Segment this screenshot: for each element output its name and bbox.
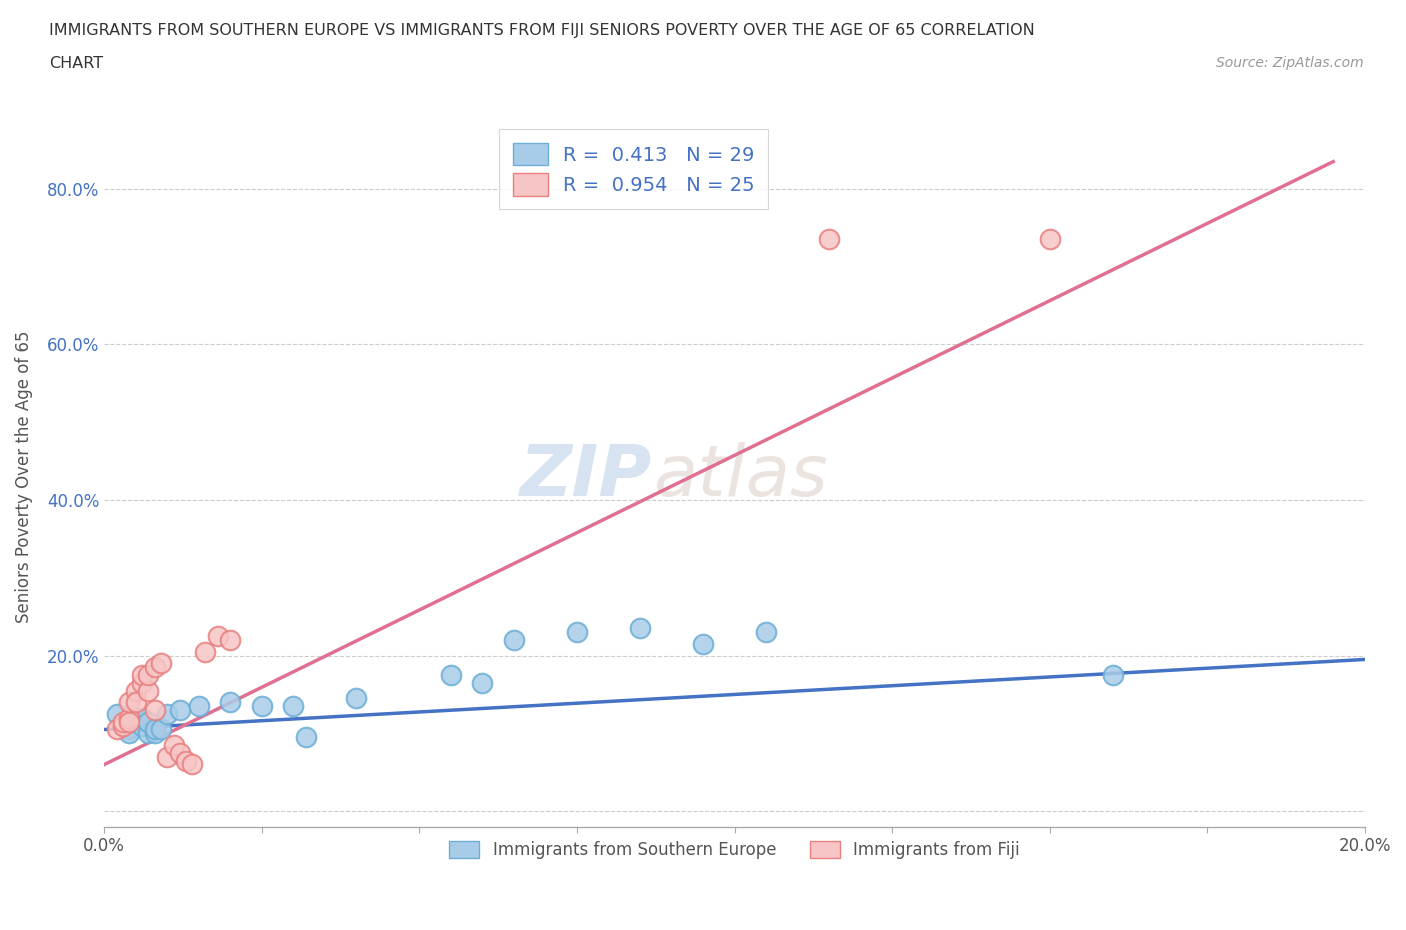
Point (169, 702, 191, 717)
Point (440, 668, 463, 683)
Point (105, 707, 128, 722)
Point (283, 698, 305, 713)
Point (118, 711, 141, 725)
Point (143, 726, 166, 741)
Point (194, 644, 217, 659)
Point (112, 714, 135, 729)
Point (125, 684, 148, 698)
Point (112, 718, 135, 733)
Point (138, 668, 160, 683)
Legend: Immigrants from Southern Europe, Immigrants from Fiji: Immigrants from Southern Europe, Immigra… (441, 832, 1028, 868)
Text: IMMIGRANTS FROM SOUTHERN EUROPE VS IMMIGRANTS FROM FIJI SENIORS POVERTY OVER THE: IMMIGRANTS FROM SOUTHERN EUROPE VS IMMIG… (49, 23, 1035, 38)
Point (471, 675, 494, 690)
Point (174, 753, 197, 768)
Point (118, 722, 141, 737)
Point (131, 675, 153, 690)
Point (1101, 668, 1123, 683)
Point (131, 668, 153, 683)
Point (138, 726, 160, 741)
Point (156, 707, 179, 722)
Point (118, 695, 141, 710)
Point (138, 684, 160, 698)
Point (692, 636, 714, 651)
Point (344, 691, 367, 706)
Point (143, 702, 166, 717)
Text: ZIP: ZIP (520, 442, 652, 512)
Point (143, 659, 166, 674)
Point (169, 745, 191, 760)
Point (219, 632, 242, 647)
Point (138, 714, 160, 729)
Point (149, 722, 172, 737)
Point (628, 621, 651, 636)
Point (125, 695, 148, 710)
Point (131, 718, 153, 733)
Point (818, 232, 841, 246)
Y-axis label: Seniors Poverty Over the Age of 65: Seniors Poverty Over the Age of 65 (15, 330, 32, 623)
Point (162, 737, 184, 752)
Point (125, 711, 148, 725)
Point (118, 714, 141, 729)
Point (295, 730, 318, 745)
Point (149, 656, 172, 671)
Point (1039, 232, 1062, 246)
Point (131, 711, 153, 725)
Point (219, 695, 242, 710)
Text: CHART: CHART (49, 56, 103, 71)
Point (125, 714, 148, 729)
Point (187, 698, 209, 713)
Point (143, 722, 166, 737)
Point (112, 718, 135, 733)
Point (755, 625, 778, 640)
Point (156, 750, 179, 764)
Point (250, 698, 273, 713)
Text: Source: ZipAtlas.com: Source: ZipAtlas.com (1216, 56, 1364, 70)
Point (105, 722, 128, 737)
Text: atlas: atlas (652, 442, 827, 512)
Point (503, 632, 526, 647)
Point (565, 625, 588, 640)
Point (181, 757, 204, 772)
Point (118, 726, 141, 741)
Point (207, 629, 229, 644)
